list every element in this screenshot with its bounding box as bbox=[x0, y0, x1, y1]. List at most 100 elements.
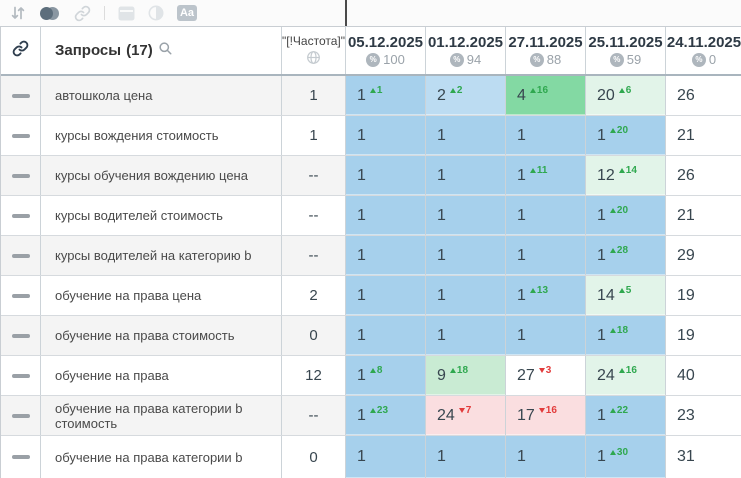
row-handle[interactable] bbox=[1, 156, 41, 195]
position-cell[interactable]: 21 bbox=[666, 116, 741, 155]
position-cell[interactable]: 12 14 bbox=[586, 156, 666, 195]
position-value: 1 bbox=[517, 448, 526, 465]
delta-down-indicator: 7 bbox=[458, 405, 471, 416]
position-cell[interactable]: 17 16 bbox=[506, 396, 586, 435]
delta-value: 16 bbox=[536, 85, 549, 96]
row-handle[interactable] bbox=[1, 236, 41, 275]
search-icon[interactable] bbox=[158, 41, 173, 60]
date-column-header[interactable]: 27.11.2025 % 88 bbox=[506, 27, 586, 74]
position-cell[interactable]: 19 bbox=[666, 316, 741, 355]
position-cell[interactable]: 1 bbox=[506, 316, 586, 355]
position-cell[interactable]: 9 18 bbox=[426, 356, 506, 395]
position-cell[interactable]: 26 bbox=[666, 156, 741, 195]
position-cell[interactable]: 1 bbox=[346, 316, 426, 355]
position-cell[interactable]: 24 16 bbox=[586, 356, 666, 395]
row-handle[interactable] bbox=[1, 196, 41, 235]
position-cell[interactable]: 1 bbox=[426, 156, 506, 195]
delta-value: 5 bbox=[625, 285, 632, 296]
position-cell[interactable]: 1 bbox=[426, 276, 506, 315]
position-cell[interactable]: 1 13 bbox=[506, 276, 586, 315]
position-cell[interactable]: 1 bbox=[346, 236, 426, 275]
position-cell[interactable]: 1 bbox=[506, 236, 586, 275]
contrast-icon[interactable] bbox=[148, 5, 164, 21]
position-cell[interactable]: 20 6 bbox=[586, 76, 666, 115]
row-handle[interactable] bbox=[1, 436, 41, 478]
position-cell[interactable]: 40 bbox=[666, 356, 741, 395]
position-cell[interactable]: 24 7 bbox=[426, 396, 506, 435]
date-column-header[interactable]: 05.12.2025 % 100 bbox=[346, 27, 426, 74]
position-cell[interactable]: 1 8 bbox=[346, 356, 426, 395]
position-value: 1 bbox=[517, 206, 526, 224]
position-cell[interactable]: 1 bbox=[426, 196, 506, 235]
position-cell[interactable]: 1 bbox=[346, 156, 426, 195]
position-cell[interactable]: 1 20 bbox=[586, 116, 666, 155]
position-cell[interactable]: 1 bbox=[506, 196, 586, 235]
query-cell[interactable]: курсы водителей стоимость bbox=[41, 196, 282, 235]
text-style-icon[interactable]: Aa bbox=[177, 5, 197, 21]
position-cell[interactable]: 1 22 bbox=[586, 396, 666, 435]
position-cell[interactable]: 1 1 bbox=[346, 76, 426, 115]
row-handle[interactable] bbox=[1, 76, 41, 115]
position-cell[interactable]: 1 bbox=[506, 436, 586, 478]
delta-up-indicator: 16 bbox=[529, 85, 549, 96]
queries-column-header[interactable]: Запросы (17) bbox=[41, 27, 282, 74]
position-cell[interactable]: 19 bbox=[666, 276, 741, 315]
position-cell[interactable]: 26 bbox=[666, 76, 741, 115]
header-link-cell[interactable] bbox=[1, 27, 41, 74]
date-column-header[interactable]: 24.11.2025 % 0 bbox=[666, 27, 741, 74]
position-cell[interactable]: 1 bbox=[346, 196, 426, 235]
position-cell[interactable]: 1 bbox=[506, 116, 586, 155]
delta-down-indicator: 3 bbox=[538, 365, 551, 376]
position-cell[interactable]: 1 bbox=[426, 316, 506, 355]
position-cell[interactable]: 1 23 bbox=[346, 396, 426, 435]
position-cell[interactable]: 1 bbox=[346, 116, 426, 155]
row-handle[interactable] bbox=[1, 116, 41, 155]
link-icon[interactable] bbox=[74, 5, 91, 22]
position-cell[interactable]: 1 bbox=[346, 436, 426, 478]
arrow-up-icon bbox=[529, 288, 536, 293]
query-cell[interactable]: курсы водителей на категорию b bbox=[41, 236, 282, 275]
table-row: обучение на права цена 2 1 1 1 13 14 5 1… bbox=[1, 276, 741, 316]
delta-up-indicator: 18 bbox=[609, 325, 628, 336]
arrow-up-icon bbox=[529, 88, 536, 93]
position-cell[interactable]: 29 bbox=[666, 236, 741, 275]
position-cell[interactable]: 1 20 bbox=[586, 196, 666, 235]
position-cell[interactable]: 1 bbox=[426, 236, 506, 275]
sort-icon[interactable] bbox=[10, 5, 26, 21]
row-handle[interactable] bbox=[1, 316, 41, 355]
position-cell[interactable]: 2 2 bbox=[426, 76, 506, 115]
position-cell[interactable]: 4 16 bbox=[506, 76, 586, 115]
frequency-cell: 0 bbox=[282, 316, 346, 355]
query-cell[interactable]: обучение на права стоимость bbox=[41, 316, 282, 355]
date-column-header[interactable]: 25.11.2025 % 59 bbox=[586, 27, 666, 74]
queries-label: Запросы bbox=[55, 42, 122, 59]
position-cell[interactable]: 31 bbox=[666, 436, 741, 478]
query-cell[interactable]: курсы вождения стоимость bbox=[41, 116, 282, 155]
position-cell[interactable]: 1 bbox=[426, 436, 506, 478]
query-cell[interactable]: курсы обучения вождению цена bbox=[41, 156, 282, 195]
query-cell[interactable]: обучение на права bbox=[41, 356, 282, 395]
position-cell[interactable]: 1 11 bbox=[506, 156, 586, 195]
toggle-circles-icon[interactable] bbox=[39, 6, 61, 21]
row-handle[interactable] bbox=[1, 356, 41, 395]
position-cell[interactable]: 1 28 bbox=[586, 236, 666, 275]
position-cell[interactable]: 14 5 bbox=[586, 276, 666, 315]
row-handle[interactable] bbox=[1, 396, 41, 435]
position-cell[interactable]: 1 bbox=[346, 276, 426, 315]
frequency-column-header[interactable]: "[!Частота]" bbox=[282, 27, 346, 74]
position-cell[interactable]: 1 bbox=[426, 116, 506, 155]
position-value: 26 bbox=[677, 86, 695, 104]
query-cell[interactable]: автошкола цена bbox=[41, 76, 282, 115]
position-cell[interactable]: 21 bbox=[666, 196, 741, 235]
window-icon[interactable] bbox=[118, 6, 135, 21]
position-cell[interactable]: 1 18 bbox=[586, 316, 666, 355]
query-cell[interactable]: обучение на права цена bbox=[41, 276, 282, 315]
position-cell[interactable]: 23 bbox=[666, 396, 741, 435]
position-cell[interactable]: 1 30 bbox=[586, 436, 666, 478]
query-cell[interactable]: обучение на права категории b стоимость bbox=[41, 396, 282, 435]
position-cell[interactable]: 27 3 bbox=[506, 356, 586, 395]
date-column-header[interactable]: 01.12.2025 % 94 bbox=[426, 27, 506, 74]
query-cell[interactable]: обучение на права категории b bbox=[41, 436, 282, 478]
row-handle[interactable] bbox=[1, 276, 41, 315]
toolbar: Aa bbox=[0, 0, 741, 26]
